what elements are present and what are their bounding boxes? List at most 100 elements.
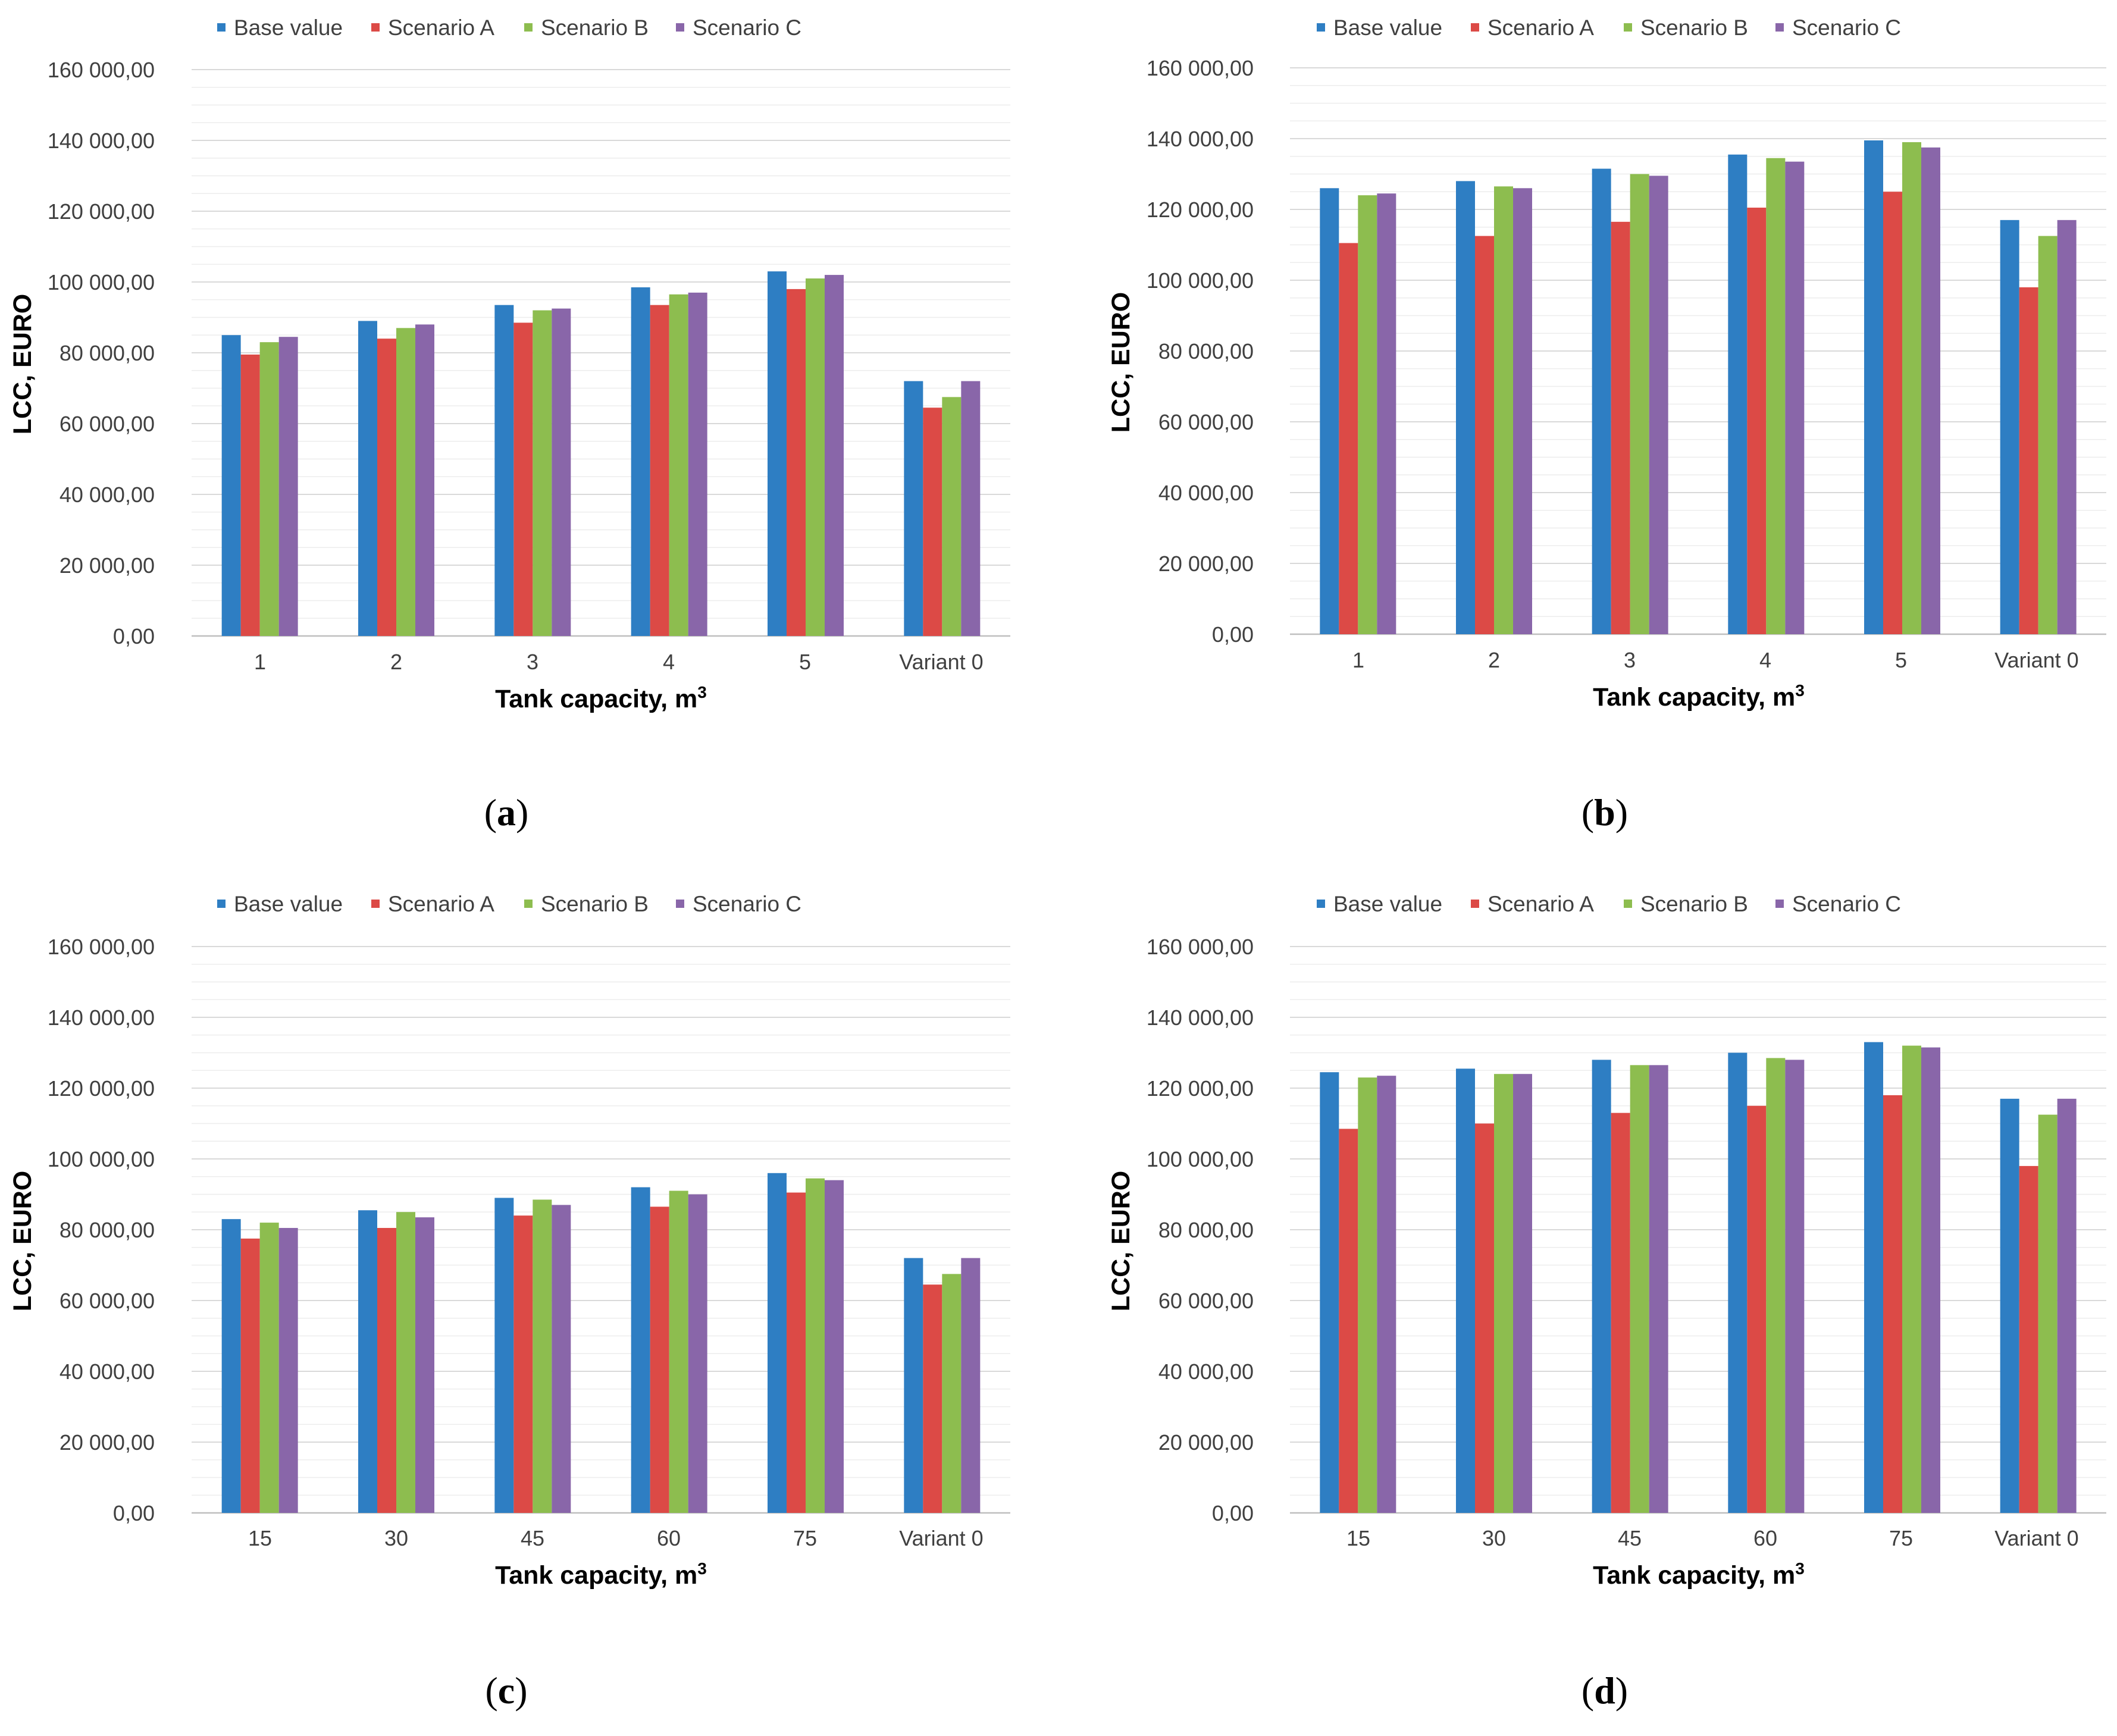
- bar-base: [631, 287, 650, 636]
- bar-scenario-c: [1377, 1076, 1396, 1513]
- legend-swatch-scenario-c: [676, 23, 684, 32]
- bar-scenario-c: [552, 308, 571, 636]
- legend-swatch-base: [1317, 900, 1325, 908]
- bar-scenario-a: [240, 1238, 260, 1513]
- bar-scenario-b: [669, 294, 688, 636]
- y-tick-label: 100 000,00: [1147, 268, 1254, 293]
- y-tick-label: 20 000,00: [59, 553, 155, 578]
- x-axis-title: Tank capacity, m3: [495, 683, 707, 713]
- panel-label: (b): [1582, 791, 1628, 833]
- bar-base: [221, 335, 241, 636]
- legend-swatch-base: [217, 23, 226, 32]
- y-tick-labels: 0,00 20 000,00 40 000,00 60 000,00 80 00…: [48, 58, 155, 648]
- y-tick-label: 20 000,00: [1158, 551, 1254, 576]
- x-tick-labels: 1 2 3 4 5 Variant 0: [254, 650, 984, 674]
- x-tick-label: 45: [521, 1526, 544, 1550]
- bar-scenario-c: [278, 337, 298, 636]
- bar-base: [768, 271, 787, 636]
- bar-scenario-b: [533, 1199, 552, 1513]
- bar-scenario-a: [1883, 192, 1902, 634]
- bar-scenario-c: [688, 1194, 707, 1513]
- bar-base: [1320, 188, 1339, 634]
- panel-label-letter: d: [1594, 1669, 1615, 1712]
- legend-swatch-scenario-a: [371, 23, 380, 32]
- panel-label-letter: a: [497, 791, 516, 833]
- bar-scenario-a: [1747, 208, 1767, 634]
- x-axis-title-text: Tank capacity, m: [495, 685, 697, 713]
- bar-scenario-a: [1883, 1095, 1902, 1513]
- legend-label-scenario-c: Scenario C: [1792, 15, 1901, 40]
- bar-scenario-b: [1494, 186, 1513, 634]
- legend-label-scenario-b: Scenario B: [1640, 15, 1748, 40]
- x-tick-label: 3: [1624, 648, 1636, 672]
- bar-scenario-b: [1358, 195, 1377, 634]
- bar-scenario-a: [1475, 236, 1494, 634]
- panel-label: (c): [485, 1669, 527, 1712]
- bar-scenario-c: [688, 292, 707, 637]
- y-axis-title: LCC, EURO: [8, 1171, 37, 1312]
- y-tick-label: 100 000,00: [1147, 1147, 1254, 1171]
- bar-scenario-c: [1785, 161, 1805, 634]
- y-tick-labels: 0,00 20 000,00 40 000,00 60 000,00 80 00…: [1147, 56, 1254, 647]
- y-tick-label: 160 000,00: [48, 58, 155, 82]
- x-tick-label: 2: [1488, 648, 1500, 672]
- bar-scenario-a: [2019, 1165, 2038, 1513]
- bar-base: [1592, 168, 1611, 634]
- x-tick-label: 15: [248, 1526, 272, 1550]
- legend-swatch-scenario-b: [1624, 23, 1632, 32]
- bar-scenario-a: [377, 1228, 396, 1513]
- y-tick-label: 80 000,00: [59, 1218, 155, 1242]
- bar-scenario-c: [1649, 176, 1668, 635]
- bar-scenario-b: [806, 278, 825, 636]
- x-tick-label: 30: [384, 1526, 408, 1550]
- x-axis-title-text: Tank capacity, m: [495, 1561, 697, 1590]
- bar-scenario-a: [1339, 1129, 1358, 1513]
- y-tick-label: 60 000,00: [59, 412, 155, 436]
- bar-scenario-a: [513, 322, 533, 636]
- x-tick-label: 60: [1753, 1526, 1777, 1550]
- bar-scenario-c: [552, 1205, 571, 1513]
- bar-base: [358, 321, 377, 636]
- x-tick-label: 5: [799, 650, 811, 674]
- bar-base: [494, 305, 514, 636]
- bar-scenario-b: [1494, 1074, 1513, 1513]
- y-tick-label: 40 000,00: [59, 1359, 155, 1384]
- y-tick-label: 60 000,00: [1158, 410, 1254, 434]
- legend-swatch-scenario-a: [371, 900, 380, 908]
- y-tick-label: 40 000,00: [59, 482, 155, 507]
- bar-scenario-c: [1513, 188, 1532, 634]
- legend-label-scenario-b: Scenario B: [541, 892, 649, 916]
- bar-scenario-b: [259, 1223, 279, 1513]
- x-axis-title: Tank capacity, m3: [495, 1559, 707, 1590]
- y-tick-label: 100 000,00: [48, 270, 155, 294]
- bar-scenario-c: [961, 381, 981, 636]
- x-axis-title-superscript: 3: [697, 1559, 707, 1578]
- legend-label-scenario-c: Scenario C: [693, 15, 801, 40]
- bar-scenario-b: [1902, 142, 1921, 634]
- legend-label-base: Base value: [234, 15, 343, 40]
- bar-scenario-c: [1649, 1065, 1668, 1513]
- bar-scenario-c: [1377, 193, 1396, 635]
- x-axis-title: Tank capacity, m3: [1593, 1559, 1805, 1590]
- legend-swatch-base: [1317, 23, 1325, 32]
- y-tick-label: 120 000,00: [1147, 198, 1254, 222]
- bar-scenario-a: [923, 408, 942, 636]
- bar-base: [1864, 140, 1883, 635]
- bar-scenario-c: [278, 1228, 298, 1513]
- bar-scenario-c: [1921, 147, 1940, 634]
- legend-swatch-scenario-c: [1775, 900, 1784, 908]
- y-tick-label: 160 000,00: [1147, 56, 1254, 80]
- x-tick-label: 45: [1618, 1526, 1642, 1550]
- x-axis-title: Tank capacity, m3: [1593, 681, 1805, 712]
- bar-base: [221, 1219, 241, 1513]
- legend-swatch-base: [217, 900, 226, 908]
- panel-label: (a): [484, 791, 529, 833]
- y-axis-title: LCC, EURO: [1107, 292, 1135, 433]
- y-tick-label: 140 000,00: [48, 1005, 155, 1030]
- x-tick-labels: 1 2 3 4 5 Variant 0: [1352, 648, 2079, 672]
- legend: Base value Scenario A Scenario B Scenari…: [217, 892, 801, 916]
- y-tick-label: 80 000,00: [59, 341, 155, 365]
- bar-base: [1456, 181, 1475, 634]
- panel-label-letter: c: [498, 1669, 515, 1712]
